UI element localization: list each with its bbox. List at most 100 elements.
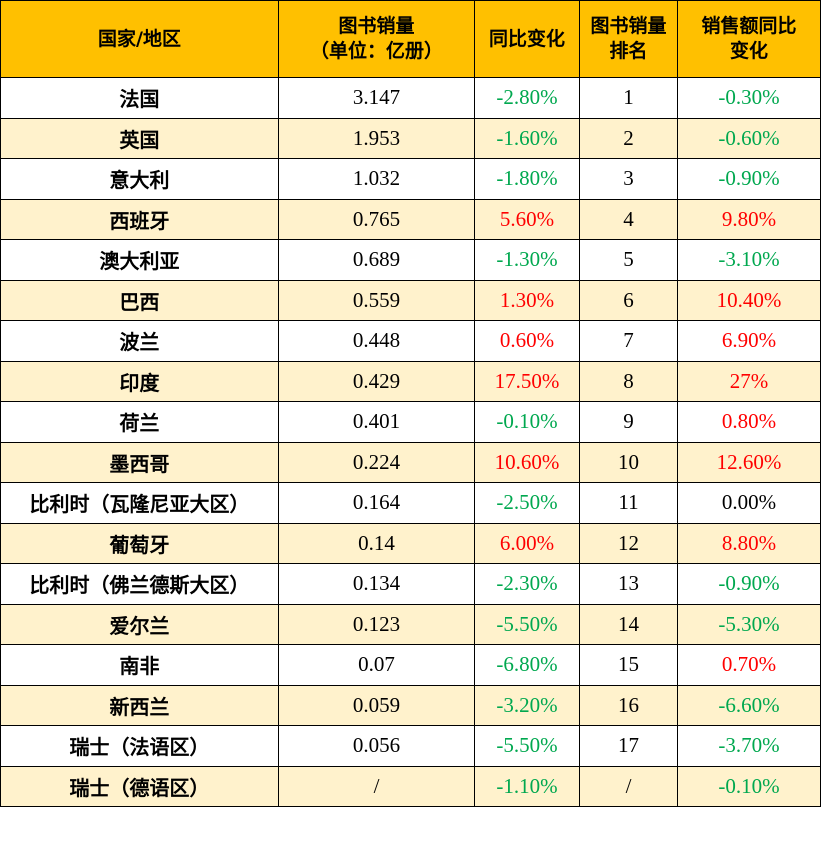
rank-cell: 2 [579,117,678,159]
revenue-yoy-cell: 0.00% [677,482,821,524]
yoy-cell: -6.80% [474,644,580,686]
table-row: 新西兰 0.059 -3.20% 16 -6.60% [0,684,821,726]
sales-cell: 0.559 [278,279,475,321]
header-sales-line: 图书销量 [338,15,415,37]
rank-cell: 6 [579,279,678,321]
table-row: 比利时（佛兰德斯大区） 0.134 -2.30% 13 -0.90% [0,563,821,605]
sales-cell: 0.448 [278,320,475,362]
yoy-cell: -1.30% [474,239,580,281]
country-cell: 法国 [0,77,279,119]
table-row: 荷兰 0.401 -0.10% 9 0.80% [0,401,821,443]
revenue-yoy-cell: 0.80% [677,401,821,443]
sales-cell: 1.953 [278,117,475,159]
country-cell: 比利时（佛兰德斯大区） [0,563,279,605]
yoy-cell: -1.60% [474,117,580,159]
revenue-yoy-cell: 8.80% [677,522,821,564]
revenue-yoy-cell: -0.30% [677,77,821,119]
header-sales-unit: （单位：亿册） [309,40,443,62]
table-row: 波兰 0.448 0.60% 7 6.90% [0,320,821,362]
country-cell: 印度 [0,360,279,402]
table-row: 英国 1.953 -1.60% 2 -0.60% [0,117,821,159]
rank-cell: 12 [579,522,678,564]
yoy-cell: -2.30% [474,563,580,605]
header-row: 国家/地区 图书销量 （单位：亿册） 同比变化 图书销量 排名 销售额同比 变化 [0,0,821,78]
table-row: 瑞士（德语区） / -1.10% / -0.10% [0,765,821,807]
revenue-yoy-cell: -5.30% [677,603,821,645]
sales-cell: / [278,765,475,807]
revenue-yoy-cell: 10.40% [677,279,821,321]
country-cell: 南非 [0,644,279,686]
revenue-yoy-cell: 6.90% [677,320,821,362]
table-row: 墨西哥 0.224 10.60% 10 12.60% [0,441,821,483]
rank-cell: 16 [579,684,678,726]
rank-cell: 10 [579,441,678,483]
sales-cell: 0.07 [278,644,475,686]
rank-cell: 5 [579,239,678,281]
sales-cell: 0.224 [278,441,475,483]
sales-cell: 0.059 [278,684,475,726]
table-row: 南非 0.07 -6.80% 15 0.70% [0,644,821,686]
header-yoy-line: 同比变化 [488,27,565,50]
yoy-cell: -1.10% [474,765,580,807]
rank-cell: 4 [579,198,678,240]
header-revenue-yoy: 销售额同比 变化 [677,0,821,78]
country-cell: 新西兰 [0,684,279,726]
sales-cell: 0.164 [278,482,475,524]
sales-cell: 0.765 [278,198,475,240]
yoy-cell: 1.30% [474,279,580,321]
revenue-yoy-cell: -3.10% [677,239,821,281]
country-cell: 西班牙 [0,198,279,240]
table-row: 澳大利亚 0.689 -1.30% 5 -3.10% [0,239,821,281]
country-cell: 葡萄牙 [0,522,279,564]
header-sales: 图书销量 （单位：亿册） [278,0,475,78]
rank-cell: 13 [579,563,678,605]
yoy-cell: -1.80% [474,158,580,200]
rank-cell: 3 [579,158,678,200]
sales-cell: 0.689 [278,239,475,281]
country-cell: 意大利 [0,158,279,200]
country-cell: 澳大利亚 [0,239,279,281]
rank-cell: / [579,765,678,807]
table-row: 巴西 0.559 1.30% 6 10.40% [0,279,821,321]
revenue-yoy-cell: 9.80% [677,198,821,240]
country-cell: 波兰 [0,320,279,362]
revenue-yoy-cell: 27% [677,360,821,402]
yoy-cell: -0.10% [474,401,580,443]
yoy-cell: -5.50% [474,603,580,645]
header-rank-line: 图书销量 [590,15,667,37]
table-row: 瑞士（法语区） 0.056 -5.50% 17 -3.70% [0,725,821,767]
country-cell: 爱尔兰 [0,603,279,645]
table-row: 比利时（瓦隆尼亚大区） 0.164 -2.50% 11 0.00% [0,482,821,524]
sales-cell: 0.429 [278,360,475,402]
table-row: 葡萄牙 0.14 6.00% 12 8.80% [0,522,821,564]
table-row: 法国 3.147 -2.80% 1 -0.30% [0,77,821,119]
revenue-yoy-cell: 12.60% [677,441,821,483]
header-country-line: 国家/地区 [98,27,181,50]
sales-cell: 0.123 [278,603,475,645]
table-row: 印度 0.429 17.50% 8 27% [0,360,821,402]
header-revenue-yoy-line-2: 变化 [729,40,768,62]
yoy-cell: -5.50% [474,725,580,767]
revenue-yoy-cell: -3.70% [677,725,821,767]
sales-cell: 3.147 [278,77,475,119]
yoy-cell: 5.60% [474,198,580,240]
sales-cell: 0.401 [278,401,475,443]
yoy-cell: -2.80% [474,77,580,119]
sales-cell: 0.056 [278,725,475,767]
sales-cell: 0.14 [278,522,475,564]
rank-cell: 11 [579,482,678,524]
yoy-cell: 17.50% [474,360,580,402]
country-cell: 英国 [0,117,279,159]
country-cell: 瑞士（德语区） [0,765,279,807]
yoy-cell: 6.00% [474,522,580,564]
table-row: 西班牙 0.765 5.60% 4 9.80% [0,198,821,240]
revenue-yoy-cell: -6.60% [677,684,821,726]
rank-cell: 9 [579,401,678,443]
header-rank: 图书销量 排名 [579,0,678,78]
rank-cell: 7 [579,320,678,362]
revenue-yoy-cell: 0.70% [677,644,821,686]
rank-cell: 15 [579,644,678,686]
sales-cell: 1.032 [278,158,475,200]
header-rank-line-2: 排名 [609,40,648,62]
rank-cell: 1 [579,77,678,119]
